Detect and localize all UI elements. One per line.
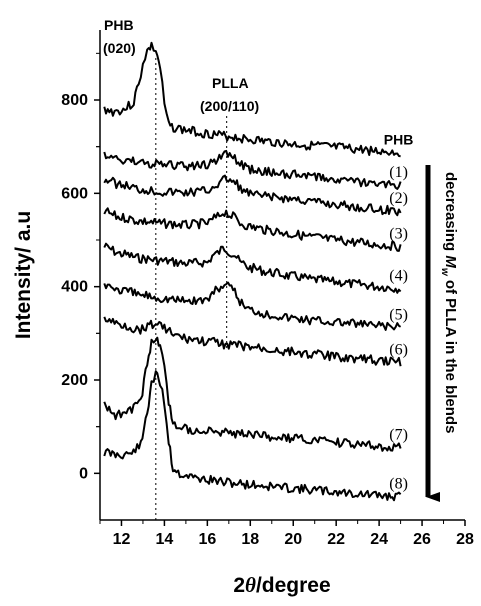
series-trace-5 xyxy=(103,281,402,331)
x-axis-title-symbol: θ xyxy=(245,573,256,597)
x-tick-label: 20 xyxy=(284,531,302,548)
series-trace-6 xyxy=(103,316,402,367)
x-tick-label: 22 xyxy=(327,531,345,548)
y-tick-label: 800 xyxy=(61,92,88,109)
axes-group xyxy=(99,30,465,521)
series-trace-1 xyxy=(103,149,402,190)
x-tick-label: 14 xyxy=(156,531,174,548)
x-tick-label: 18 xyxy=(241,531,259,548)
series-label: PHB xyxy=(384,131,414,147)
x-axis-title: 2θ/degree xyxy=(233,573,330,597)
x-tick-label: 28 xyxy=(456,531,474,548)
trend-text-symbol: M xyxy=(442,255,459,268)
series-trace-0 xyxy=(103,41,401,158)
series-label: (7) xyxy=(389,427,408,444)
series-label: (4) xyxy=(389,268,408,285)
series-label: (8) xyxy=(389,476,408,493)
labels-group: PHB (1) (2) (3) (4) (5) (6) (7) (8) xyxy=(384,131,414,492)
series-label: (6) xyxy=(389,341,408,358)
y-axis-title: Intensity/ a.u xyxy=(12,211,35,339)
trend-text-prefix: decreasing xyxy=(442,172,459,255)
trend-arrow-text: decreasing Mw of PLLA in the blends xyxy=(439,172,459,433)
x-tick-label: 26 xyxy=(413,531,431,548)
x-tick-label: 16 xyxy=(198,531,216,548)
traces-group xyxy=(103,41,402,502)
phb-peak-label: PHB xyxy=(104,17,134,33)
x-axis-title-suffix: /degree xyxy=(256,574,331,597)
series-trace-7 xyxy=(103,336,402,452)
series-label: (1) xyxy=(389,164,408,181)
series-label: (2) xyxy=(389,190,408,207)
x-axis-title-prefix: 2 xyxy=(233,574,245,597)
y-tick-label: 200 xyxy=(61,372,88,389)
y-tick-label: 400 xyxy=(61,279,88,296)
trend-text-subscript: w xyxy=(439,268,450,277)
series-trace-8 xyxy=(103,370,402,502)
series-trace-4 xyxy=(103,242,402,294)
series-label: (3) xyxy=(389,226,408,243)
x-tick-label: 24 xyxy=(370,531,388,548)
series-label: (5) xyxy=(389,307,408,324)
peak-guides xyxy=(155,58,228,520)
series-trace-3 xyxy=(103,207,402,252)
x-tick-label: 12 xyxy=(113,531,131,548)
trend-text-suffix: of PLLA in the blends xyxy=(442,276,459,434)
y-tick-label: 600 xyxy=(61,185,88,202)
plla-peak-label: PLLA xyxy=(212,75,249,91)
y-tick-label: 0 xyxy=(79,465,88,482)
phb-peak-index: (020) xyxy=(103,40,136,56)
series-trace-2 xyxy=(103,174,402,217)
plla-peak-index: (200/110) xyxy=(200,98,259,114)
ticks-group: 12 14 16 18 20 22 24 26 28 0 200 400 600 800 xyxy=(61,52,474,548)
